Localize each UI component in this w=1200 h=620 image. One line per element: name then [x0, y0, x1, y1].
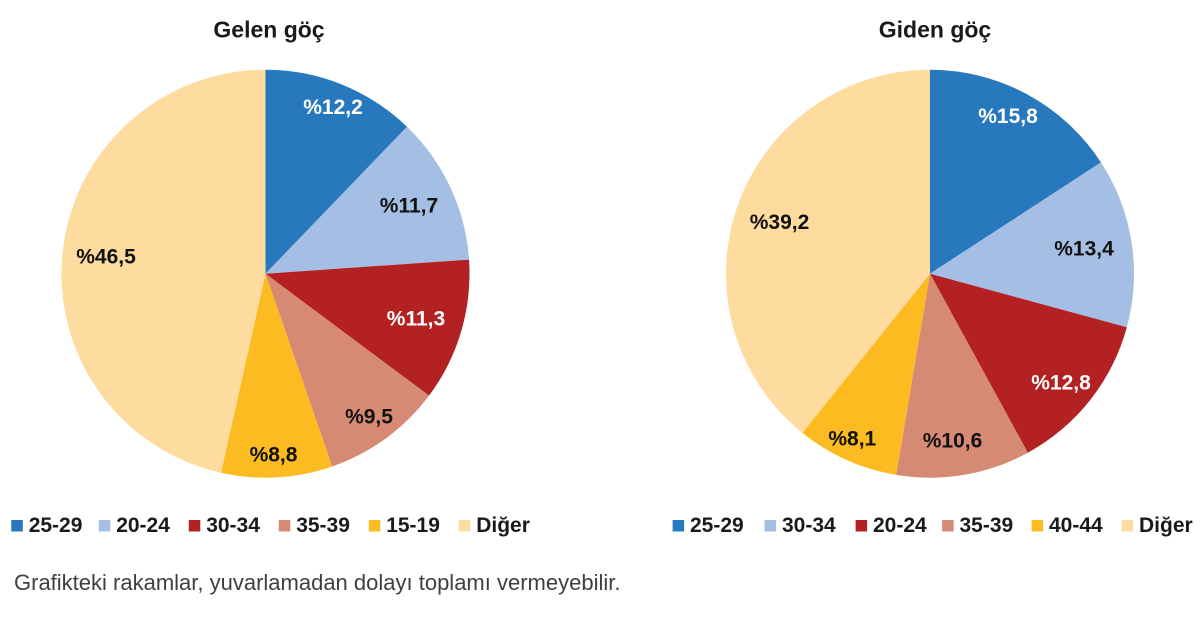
svg-text:35-39: 35-39 [960, 514, 1014, 537]
svg-text:%12,2: %12,2 [303, 96, 363, 119]
svg-text:Diğer: Diğer [476, 514, 530, 537]
svg-text:25-29: 25-29 [29, 514, 83, 537]
svg-text:Gelen göç: Gelen göç [213, 17, 324, 43]
svg-text:%8,1: %8,1 [828, 428, 876, 451]
svg-text:25-29: 25-29 [690, 514, 744, 537]
svg-text:%39,2: %39,2 [750, 211, 810, 234]
svg-text:%12,8: %12,8 [1031, 372, 1091, 395]
svg-text:%10,6: %10,6 [923, 430, 983, 453]
svg-text:Giden göç: Giden göç [879, 17, 992, 43]
svg-text:%46,5: %46,5 [76, 246, 136, 269]
svg-text:20-24: 20-24 [116, 514, 170, 537]
svg-text:Grafikteki rakamlar, yuvarlama: Grafikteki rakamlar, yuvarlamadan dolayı… [14, 570, 620, 595]
svg-text:40-44: 40-44 [1049, 514, 1103, 537]
svg-text:%11,7: %11,7 [380, 195, 438, 218]
svg-text:%13,4: %13,4 [1054, 238, 1114, 261]
svg-text:%8,8: %8,8 [250, 444, 298, 467]
svg-text:%9,5: %9,5 [345, 406, 393, 429]
svg-text:20-24: 20-24 [873, 514, 927, 537]
svg-text:%11,3: %11,3 [387, 308, 445, 331]
svg-text:35-39: 35-39 [296, 514, 350, 537]
svg-text:15-19: 15-19 [386, 514, 440, 537]
svg-text:Diğer: Diğer [1139, 514, 1193, 537]
svg-text:30-34: 30-34 [782, 514, 836, 537]
svg-text:30-34: 30-34 [206, 514, 260, 537]
svg-text:%15,8: %15,8 [978, 105, 1038, 128]
